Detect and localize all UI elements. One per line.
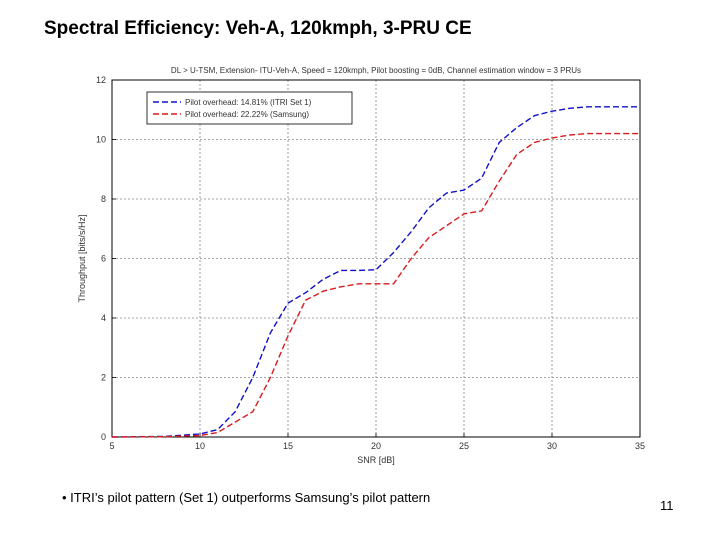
page-number: 11 [660, 498, 674, 513]
legend-box [146, 91, 353, 125]
series-layer [111, 106, 640, 438]
x-axis-label: SNR [dB] [357, 455, 395, 465]
y-tick-label: 0 [101, 432, 106, 442]
slide-title: Spectral Efficiency: Veh-A, 120kmph, 3-P… [44, 18, 472, 39]
y-tick-label: 6 [101, 254, 106, 264]
series-line-samsung [111, 132, 640, 438]
x-tick-label: 30 [547, 441, 557, 451]
grid-layer [112, 80, 640, 437]
y-tick-label: 4 [101, 313, 106, 323]
x-tick-label: 10 [195, 441, 205, 451]
y-tick-label: 10 [96, 135, 106, 145]
y-tick-label: 2 [101, 373, 106, 383]
legend: Pilot overhead: 14.81% (ITRI Set 1) Pilo… [146, 91, 353, 125]
x-tick-label: 5 [109, 441, 114, 451]
y-tick-label: 12 [96, 75, 106, 85]
y-tick-label: 8 [101, 194, 106, 204]
x-tick-label: 20 [371, 441, 381, 451]
bullet-note: • ITRI’s pilot pattern (Set 1) outperfor… [62, 490, 431, 505]
tick-layer: 5 10 15 20 25 30 35 0 2 4 6 8 10 12 [96, 75, 645, 451]
chart-title: DL > U-TSM, Extension- ITU-Veh-A, Speed … [171, 66, 581, 75]
x-tick-label: 25 [459, 441, 469, 451]
x-tick-label: 35 [635, 441, 645, 451]
y-axis-label: Throughput [bits/s/Hz] [77, 214, 87, 302]
x-tick-label: 15 [283, 441, 293, 451]
throughput-chart: 5 10 15 20 25 30 35 0 2 4 6 8 10 12 Pilot overhead: 1… [77, 66, 645, 465]
legend-label-itri: Pilot overhead: 14.81% (ITRI Set 1) [185, 98, 312, 107]
series-line-itri [111, 106, 640, 438]
legend-label-samsung: Pilot overhead: 22.22% (Samsung) [185, 110, 309, 119]
